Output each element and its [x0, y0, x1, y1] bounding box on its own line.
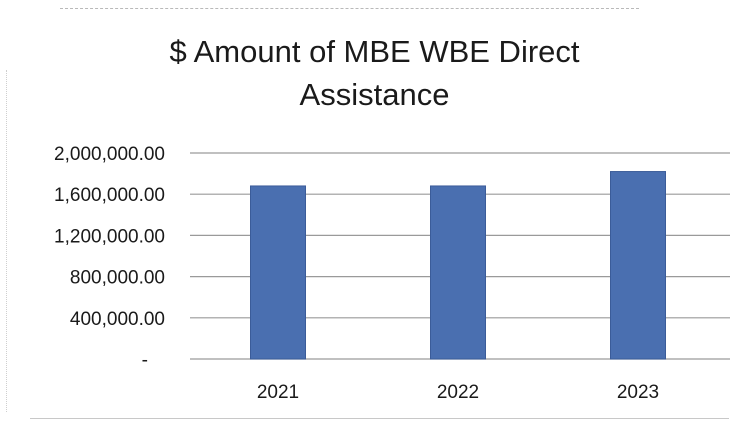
frame-bottom-edge [30, 418, 729, 419]
chart-title-line-2: Assistance [299, 77, 450, 112]
chart-title: $ Amount of MBE WBE Direct Assistance [0, 30, 749, 116]
x-tick-label: 2021 [257, 382, 299, 403]
bar-2021 [250, 185, 306, 360]
frame-left-edge [6, 70, 7, 412]
y-axis-tick-labels: - 400,000.00 800,000.00 1,200,000.00 1,600,0… [54, 144, 165, 371]
x-axis-tick-labels: 2021 2022 2023 [257, 382, 659, 403]
y-tick-label: 1,600,000.00 [54, 185, 165, 206]
chart-title-line-1: $ Amount of MBE WBE Direct [169, 34, 580, 69]
bar-2023 [610, 171, 666, 360]
x-tick-label: 2022 [437, 382, 479, 403]
frame-top-edge [60, 8, 639, 9]
bars [250, 171, 666, 360]
x-tick-label: 2023 [617, 382, 659, 403]
y-tick-label: 2,000,000.00 [54, 144, 165, 165]
y-tick-label: 1,200,000.00 [54, 226, 165, 247]
y-tick-label: 800,000.00 [70, 268, 165, 289]
y-tick-label: - [142, 350, 148, 371]
y-tick-label: 400,000.00 [70, 309, 165, 330]
bar-2022 [430, 185, 486, 360]
